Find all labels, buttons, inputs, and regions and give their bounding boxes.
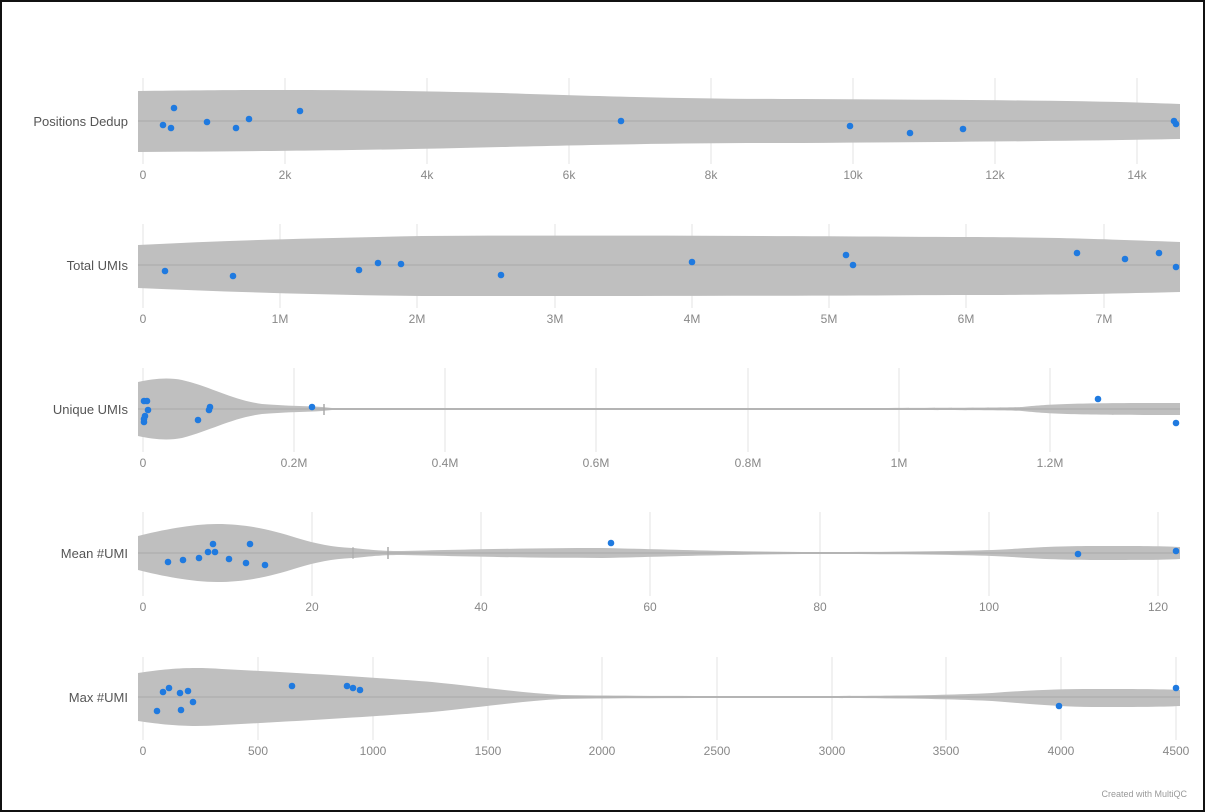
tick-label: 0	[140, 456, 147, 470]
tick-label: 4500	[1163, 744, 1190, 758]
row-label: Positions Dedup	[33, 114, 128, 129]
tick-label: 0.6M	[583, 456, 610, 470]
tick-label: 1.2M	[1037, 456, 1064, 470]
tick-label: 120	[1148, 600, 1168, 614]
tick-label: 100	[979, 600, 999, 614]
tick-label: 0	[140, 744, 147, 758]
tick-label: 3000	[819, 744, 846, 758]
tick-label: 0	[140, 312, 147, 326]
tick-label: 12k	[985, 168, 1005, 182]
tick-label: 1M	[272, 312, 289, 326]
tick-label: 40	[474, 600, 488, 614]
tick-label: 20	[305, 600, 319, 614]
tick-label: 0	[140, 168, 147, 182]
tick-label: 10k	[843, 168, 863, 182]
tick-label: 1500	[475, 744, 502, 758]
panel-positions-dedup: Positions Dedup 0 2k 4k 6k 8k 10k 12k 14…	[33, 78, 1180, 182]
tick-label: 6M	[958, 312, 975, 326]
tick-label: 2k	[279, 168, 293, 182]
row-label: Unique UMIs	[53, 402, 129, 417]
tick-label: 7M	[1096, 312, 1113, 326]
tick-label: 60	[643, 600, 657, 614]
panel-unique-umis: Unique UMIs 0 0.2M 0.4M 0.6M 0.8M 1M 1.2…	[53, 368, 1180, 470]
row-label: Total UMIs	[67, 258, 129, 273]
data-points	[164, 539, 1180, 569]
tick-label: 1000	[360, 744, 387, 758]
data-points	[161, 249, 1180, 280]
tick-label: 80	[813, 600, 827, 614]
row-label: Mean #UMI	[61, 546, 128, 561]
tick-label: 500	[248, 744, 268, 758]
tick-label: 2000	[589, 744, 616, 758]
tick-label: 4000	[1048, 744, 1075, 758]
tick-label: 8k	[705, 168, 719, 182]
row-label: Max #UMI	[69, 690, 128, 705]
tick-label: 3M	[547, 312, 564, 326]
panel-total-umis: Total UMIs 0 1M 2M 3M 4M 5M 6M 7M	[67, 224, 1180, 326]
tick-label: 4M	[684, 312, 701, 326]
tick-label: 0.2M	[281, 456, 308, 470]
tick-label: 1M	[891, 456, 908, 470]
panel-max-umi: Max #UMI 0 500 1000 1500 2000 2500 3000 …	[69, 657, 1190, 758]
tick-label: 4k	[421, 168, 435, 182]
data-points	[140, 395, 1180, 427]
tick-label: 0.4M	[432, 456, 459, 470]
tick-label: 2500	[704, 744, 731, 758]
violin-shape	[138, 235, 1180, 296]
multiqc-credit: Created with MultiQC	[1101, 789, 1187, 799]
tick-label: 3500	[933, 744, 960, 758]
panel-mean-umi: Mean #UMI 0 20 40 60 80 100 120	[61, 512, 1180, 614]
data-points	[153, 682, 1180, 715]
tick-label: 2M	[409, 312, 426, 326]
data-points	[159, 104, 1180, 137]
tick-label: 0.8M	[735, 456, 762, 470]
tick-label: 6k	[563, 168, 577, 182]
tick-label: 5M	[821, 312, 838, 326]
tick-label: 14k	[1127, 168, 1147, 182]
tick-label: 0	[140, 600, 147, 614]
